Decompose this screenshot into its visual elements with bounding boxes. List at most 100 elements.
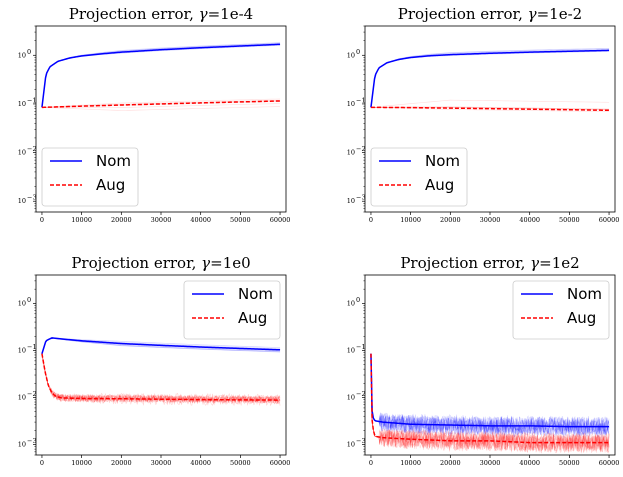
run-line [370,353,610,453]
x-tick-label: 40000 [519,216,540,224]
y-tick-exponent: −2 [27,145,37,153]
legend: Nom Aug [183,280,281,340]
run-line [41,353,281,407]
run-line [41,353,281,402]
y-tick-label: 10 [18,346,26,354]
run-line [370,353,610,437]
legend-box [512,280,610,340]
legend-label-nom: Nom [425,152,460,170]
run-line [370,353,610,452]
series-aug-runs [41,98,281,111]
series-aug-line [370,106,610,112]
run-line [370,50,610,108]
run-line [370,99,610,108]
y-tick-label: 10 [18,197,26,205]
legend: Nom Aug [41,147,139,207]
run-line [41,106,281,111]
subplot-gamma-1e-2: Projection error, γ=1e-2 0 10000 20000 30000… [347,5,620,224]
run-line [370,353,610,435]
series-nom-runs [370,47,610,108]
y-tick-label: 10 [347,149,355,157]
y-tick-exponent: −1 [356,343,366,351]
legend-box [41,147,139,207]
run-line [370,353,610,436]
run-line [370,353,610,454]
title-gamma-symbol: γ [199,5,208,23]
run-line [41,44,281,108]
x-tick-label: 20000 [440,216,461,224]
title-value: =1e-2 [537,5,583,23]
x-tick-label: 60000 [599,216,620,224]
y-tick-exponent: −2 [27,390,37,398]
x-tick-label: 60000 [599,459,620,467]
run-line [370,353,610,436]
y-tick-label: 10 [347,346,355,354]
run-line [41,353,281,405]
subplot-gamma-1e2: Projection error, γ=1e2 0 10000 20000 30000 4… [347,254,620,467]
run-line [41,353,281,405]
series-nom-line [41,337,281,354]
y-tick-label: 10 [18,299,26,307]
run-line [41,98,281,108]
y-tick-exponent: 0 [27,296,31,304]
run-line [370,353,610,454]
x-tick-label: 50000 [559,216,580,224]
y-tick-label: 10 [347,441,355,449]
run-line [370,353,610,437]
title-prefix: Projection error, [398,5,528,23]
series-nom-line [370,49,610,108]
y-tick-label: 10 [347,197,355,205]
y-tick-exponent: −1 [27,343,37,351]
x-tick-label: 20000 [111,459,132,467]
run-line [41,353,281,404]
y-tick-exponent: −3 [27,194,37,202]
run-line [370,353,610,436]
title-value: =1e2 [539,254,580,272]
run-line [41,337,281,354]
y-tick-exponent: −3 [356,437,366,445]
y-tick-label: 10 [347,51,355,59]
x-tick-label: 60000 [270,216,291,224]
plot-area [41,42,281,111]
y-tick-exponent: 0 [356,48,360,56]
run-line [41,353,281,404]
title-prefix: Projection error, [69,5,199,23]
x-tick-label: 20000 [111,216,132,224]
y-tick-exponent: −2 [356,390,366,398]
run-line [370,353,610,453]
y-tick-exponent: −1 [356,96,366,104]
chart-title: Projection error, γ=1e2 [400,254,579,272]
x-tick-label: 40000 [190,459,211,467]
subplot-gamma-1e0: Projection error, γ=1e0 0 10000 20000 30000 4… [18,254,291,467]
run-line [41,337,281,354]
x-tick-label: 30000 [151,216,172,224]
legend-label-aug: Aug [425,176,454,194]
y-tick-label: 10 [18,51,26,59]
y-tick-label: 10 [347,393,355,401]
chart-title: Projection error, γ=1e-2 [398,5,582,23]
title-gamma-symbol: γ [530,254,539,272]
series-aug-runs [370,99,610,113]
x-tick-label: 60000 [270,459,291,467]
title-gamma-symbol: γ [528,5,537,23]
run-line [370,353,610,452]
series-nom-runs [370,353,610,439]
run-line [41,43,281,108]
y-tick-label: 10 [18,393,26,401]
title-value: =1e-4 [208,5,254,23]
x-tick-label: 10000 [400,459,421,467]
x-tick-label: 50000 [230,459,251,467]
run-line [41,42,281,108]
chart-title: Projection error, γ=1e0 [71,254,250,272]
legend-label-nom: Nom [567,285,602,303]
title-prefix: Projection error, [400,254,530,272]
y-tick-label: 10 [347,100,355,108]
x-tick-label: 30000 [480,459,501,467]
legend-box [370,147,468,207]
run-line [41,353,281,404]
run-line [41,103,281,108]
legend-label-nom: Nom [96,152,131,170]
legend: Nom Aug [512,280,610,340]
x-tick-label: 20000 [440,459,461,467]
